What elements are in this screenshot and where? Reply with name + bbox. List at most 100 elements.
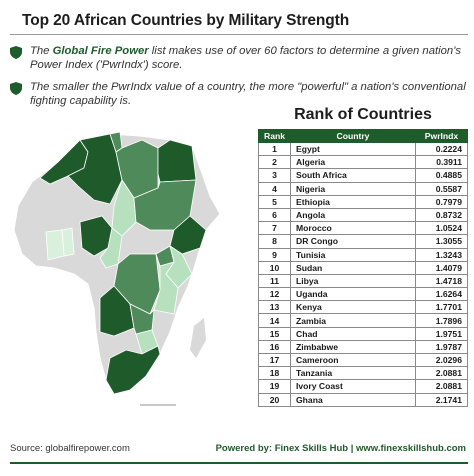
country-cell: Egypt [290,141,416,157]
rank-cell: 19 [258,379,291,394]
rank-cell: 10 [258,260,291,275]
rank-cell: 18 [258,366,291,381]
pwrindx-cell: 0.5587 [415,181,468,196]
country-cell: Algeria [290,155,416,170]
map-credit [140,404,176,406]
rank-cell: 3 [258,168,291,183]
rank-cell: 11 [258,273,291,289]
country-cell: Ivory Coast [290,379,416,394]
bullet-text: The Global Fire Power list makes use of … [30,45,462,71]
pwrindx-cell: 2.0296 [415,352,468,368]
country-cell: Uganda [290,287,416,302]
rank-cell: 4 [258,181,291,196]
table-row: 14 Zambia 1.7896 [258,313,468,328]
table-row: 15 Chad 1.9751 [258,326,468,341]
column-header-country: Country [290,129,416,143]
shield-icon [10,82,22,95]
region-egypt [157,139,197,183]
table-row: 19 Ivory Coast 2.0881 [258,379,468,394]
country-cell: Sudan [290,260,416,275]
table-row: 17 Cameroon 2.0296 [258,352,468,368]
pwrindx-cell: 0.2224 [415,141,468,157]
column-header-rank: Rank [258,129,291,143]
pwrindx-cell: 1.9787 [415,339,468,355]
country-cell: Ethiopia [290,194,416,209]
column-header-pwrindx: PwrIndx [415,129,468,143]
source-note: Source: globalfirepower.com [10,443,130,454]
table-row: 13 Kenya 1.7701 [258,300,468,315]
bullet-highlight: Global Fire Power [52,45,149,57]
table-row: 4 Nigeria 0.5587 [258,181,468,196]
country-cell: Zambia [290,313,416,328]
country-cell: Tunisia [290,247,416,262]
credit-note: Powered by: Finex Skills Hub | www.finex… [215,443,466,454]
table-row: 7 Morocco 1.0524 [258,221,468,236]
table-row: 20 Ghana 2.1741 [258,392,468,407]
table-row: 16 Zimbabwe 1.9787 [258,339,468,355]
rank-table-title: Rank of Countries [294,106,432,123]
title-divider [10,34,468,35]
table-row: 18 Tanzania 2.0881 [258,366,468,381]
country-cell: Tanzania [290,366,416,381]
rank-cell: 5 [258,194,291,209]
pwrindx-cell: 0.7979 [415,194,468,209]
rank-table: Rank Country PwrIndx 1 Egypt 0.2224 2 Algeri… [258,129,468,407]
table-row: 9 Tunisia 1.3243 [258,247,468,262]
shield-icon [10,46,22,59]
table-row: 11 Libya 1.4718 [258,273,468,289]
rank-table-body: 1 Egypt 0.2224 2 Algeria 0.3911 3 South Africa 0… [258,141,468,407]
pwrindx-cell: 0.4885 [415,168,468,183]
pwrindx-cell: 1.7701 [415,300,468,315]
country-cell: Cameroon [290,352,416,368]
bullet-text: The smaller the PwrIndx value of a count… [30,81,466,107]
africa-map [13,131,221,406]
table-row: 10 Sudan 1.4079 [258,260,468,275]
rank-cell: 13 [258,300,291,315]
pwrindx-cell: 1.3243 [415,247,468,262]
pwrindx-cell: 0.3911 [415,155,468,170]
rank-cell: 8 [258,234,291,249]
country-cell: Angola [290,207,416,223]
table-row: 5 Ethiopia 0.7979 [258,194,468,209]
rank-cell: 2 [258,155,291,170]
region-south-africa [105,345,161,395]
rank-cell: 6 [258,207,291,223]
region-tanzania [153,261,179,315]
country-cell: Kenya [290,300,416,315]
table-row: 1 Egypt 0.2224 [258,141,468,157]
country-cell: Nigeria [290,181,416,196]
pwrindx-cell: 1.4718 [415,273,468,289]
table-row: 12 Uganda 1.6264 [258,287,468,302]
pwrindx-cell: 2.0881 [415,366,468,381]
pwrindx-cell: 2.1741 [415,392,468,407]
rank-cell: 12 [258,287,291,302]
pwrindx-cell: 1.4079 [415,260,468,275]
country-cell: Morocco [290,221,416,236]
country-cell: Chad [290,326,416,341]
rank-cell: 16 [258,339,291,355]
region-ivory-coast [45,229,65,261]
pwrindx-cell: 1.7896 [415,313,468,328]
table-header-row: Rank Country PwrIndx [258,129,468,143]
rank-cell: 14 [258,313,291,328]
rank-cell: 7 [258,221,291,236]
country-cell: DR Congo [290,234,416,249]
pwrindx-cell: 1.0524 [415,221,468,236]
table-row: 6 Angola 0.8732 [258,207,468,223]
rank-cell: 1 [258,141,291,157]
table-row: 2 Algeria 0.3911 [258,155,468,170]
country-cell: Libya [290,273,416,289]
rank-cell: 20 [258,392,291,407]
rank-cell: 15 [258,326,291,341]
pwrindx-cell: 0.8732 [415,207,468,223]
rank-cell: 17 [258,352,291,368]
pwrindx-cell: 1.9751 [415,326,468,341]
pwrindx-cell: 1.3055 [415,234,468,249]
pwrindx-cell: 2.0881 [415,379,468,394]
rank-cell: 9 [258,247,291,262]
pwrindx-cell: 1.6264 [415,287,468,302]
table-row: 8 DR Congo 1.3055 [258,234,468,249]
page-title: Top 20 African Countries by Military Str… [22,12,350,29]
footer-divider [10,462,468,464]
country-cell: Ghana [290,392,416,407]
